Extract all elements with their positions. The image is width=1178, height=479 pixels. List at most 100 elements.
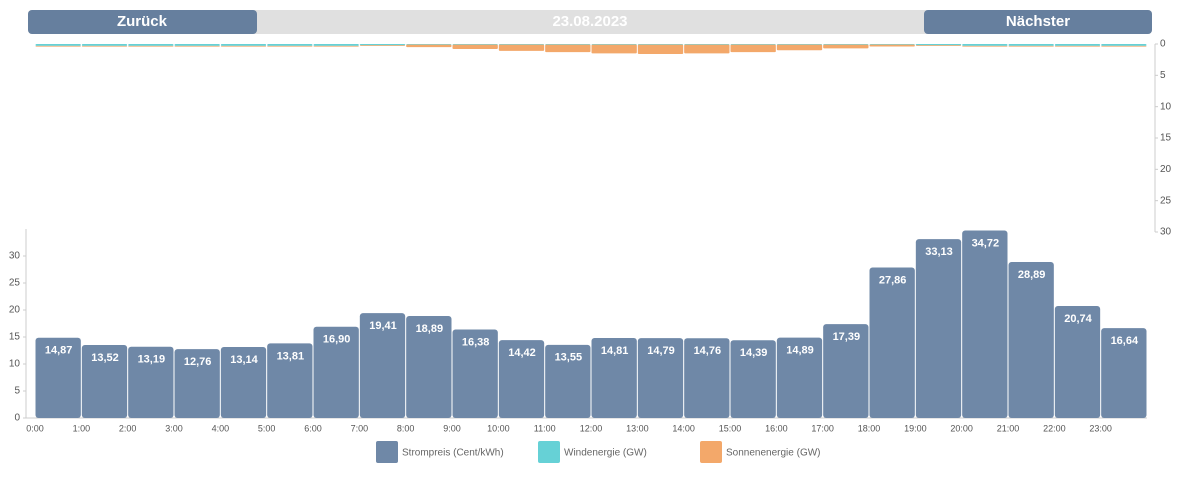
bar [359,45,406,47]
legend-swatch [538,441,560,463]
bar [684,338,730,418]
x-tick-label: 4:00 [212,423,230,433]
x-tick-label: 10:00 [487,423,510,433]
x-tick-label: 17:00 [811,423,834,433]
value-label: 16,64 [1111,335,1139,347]
bar [823,44,869,49]
value-label: 27,86 [879,274,907,286]
y-tick-label: 25 [9,278,21,289]
x-tick-label: 0:00 [26,423,44,433]
back-label[interactable]: Zurück [117,13,168,30]
next-button[interactable]: Nächster [924,10,1152,34]
y-tick-label: 0 [14,413,20,424]
date: 23.08.2023 [552,13,627,30]
bar [313,45,359,47]
next-label[interactable]: Nächster [1006,13,1070,30]
x-tick-label: 13:00 [626,423,649,433]
bar [452,44,498,45]
bar [1054,306,1101,418]
bar [220,44,267,46]
y-tick-label: 20 [9,305,21,316]
bar [915,44,962,46]
x-tick-label: 14:00 [672,423,695,433]
value-label: 12,76 [184,356,212,368]
bar [81,344,128,418]
bar [591,338,637,418]
legend-label: Sonnenenergie (GW) [726,448,821,459]
y-tick-label: 20 [1160,164,1172,175]
bar [915,239,962,418]
bar [498,44,545,45]
bar [684,44,730,54]
x-tick-label: 16:00 [765,423,788,433]
value-label: 16,90 [323,334,351,346]
x-tick-label: 19:00 [904,423,927,433]
bar [915,45,962,47]
bar [1101,44,1147,46]
bar [637,44,684,55]
bar [545,44,591,45]
x-tick-label: 3:00 [165,423,183,433]
bar [220,45,267,47]
bar [591,44,637,45]
bar [776,44,823,45]
x-tick-label: 20:00 [950,423,973,433]
bar [1101,328,1147,418]
bar [730,44,776,53]
x-tick-label: 7:00 [351,423,369,433]
bar [730,44,776,45]
bar [313,44,359,46]
value-label: 20,74 [1064,313,1092,325]
bar [637,338,684,418]
y-tick-label: 25 [1160,195,1172,206]
value-label: 28,89 [1018,269,1046,281]
x-tick-label: 21:00 [997,423,1020,433]
bar [220,347,267,418]
bar [128,45,174,47]
bar [776,337,823,418]
value-label: 17,39 [833,331,861,343]
value-label: 18,89 [416,323,444,335]
bar [637,44,684,45]
value-label: 14,87 [45,345,73,357]
value-label: 19,41 [369,320,397,332]
bar [1101,45,1147,47]
x-tick-label: 8:00 [397,423,415,433]
legend-label: Windenergie (GW) [564,448,647,459]
next-button-bg[interactable] [924,10,1152,34]
value-label: 14,89 [786,345,814,357]
legend-swatch [376,441,398,463]
bar [267,44,313,46]
x-tick-label: 12:00 [580,423,603,433]
value-label: 34,72 [972,237,1000,249]
bar [545,44,591,53]
x-tick-label: 9:00 [443,423,461,433]
y-tick-label: 5 [1160,70,1166,81]
bar [406,315,452,418]
x-tick-label: 22:00 [1043,423,1066,433]
back-button[interactable]: Zurück [28,10,257,34]
value-label: 16,38 [462,336,490,348]
bar [1008,45,1054,47]
y-tick-label: 30 [1160,227,1172,238]
y-tick-label: 30 [9,251,21,262]
bar [359,313,406,418]
x-tick-label: 6:00 [304,423,322,433]
bar [452,44,498,50]
value-label: 13,52 [91,352,119,364]
bar [35,45,81,47]
back-button-bg[interactable] [28,10,257,34]
x-tick-label: 23:00 [1089,423,1112,433]
bar [962,230,1008,418]
x-tick-label: 18:00 [858,423,881,433]
y-tick-label: 5 [14,386,20,397]
value-label: 33,13 [925,246,953,258]
bar [823,324,869,418]
value-label: 14,79 [647,345,675,357]
bar [776,44,823,51]
bar [545,344,591,418]
bar [359,44,406,46]
bar [313,326,359,418]
value-label: 13,55 [555,352,583,364]
value-label: 13,14 [230,354,258,366]
